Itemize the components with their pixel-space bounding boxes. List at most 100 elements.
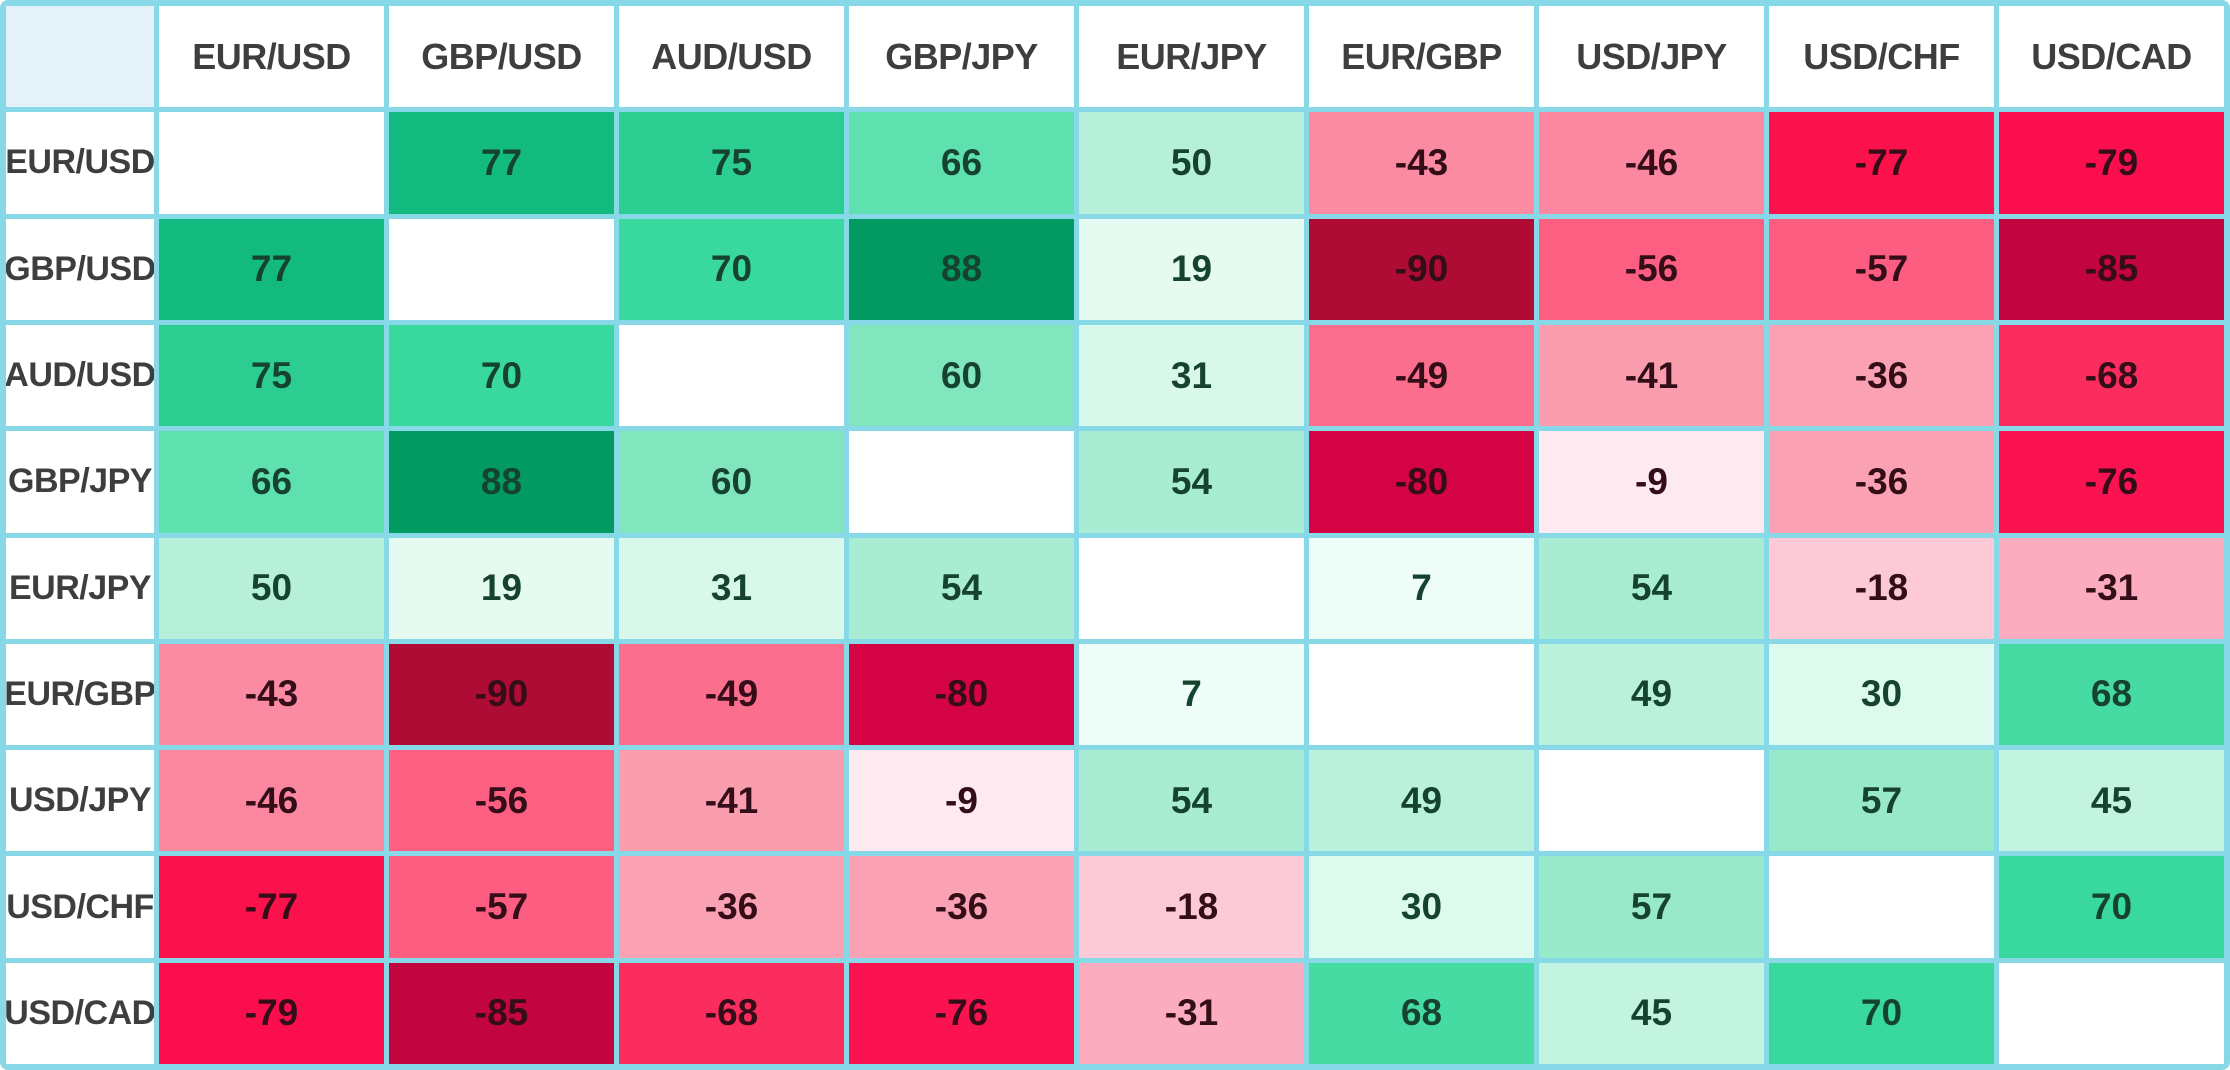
heatmap-cell: 7 [1079,643,1304,746]
row-header-usd-chf: USD/CHF [6,856,154,958]
heatmap-cell: 49 [1539,643,1764,746]
heatmap-cell: 77 [159,218,384,320]
heatmap-cell-diagonal [619,324,844,427]
heatmap-cell: -41 [1539,324,1764,427]
heatmap-cell: 68 [1999,643,2224,746]
heatmap-cell: -57 [1769,218,1994,320]
heatmap-cell: 45 [1539,962,1764,1064]
heatmap-cell: -49 [1309,324,1534,427]
heatmap-cell: -68 [1999,324,2224,427]
heatmap-cell-diagonal [1539,750,1764,852]
heatmap-cell: 57 [1539,856,1764,958]
heatmap-cell: -31 [1999,537,2224,639]
heatmap-cell: 70 [619,218,844,320]
heatmap-cell: -46 [159,750,384,852]
heatmap-cell: -56 [1539,218,1764,320]
heatmap-cell-diagonal [1999,962,2224,1064]
row-header-usd-jpy: USD/JPY [6,750,154,852]
heatmap-cell: 75 [159,324,384,427]
heatmap-cell: 30 [1769,643,1994,746]
heatmap-cell: -68 [619,962,844,1064]
heatmap-cell: -9 [849,750,1074,852]
heatmap-cell: -80 [1309,431,1534,533]
heatmap-cell-diagonal [1079,537,1304,639]
heatmap-cell-diagonal [849,431,1074,533]
corner-cell [6,6,154,108]
heatmap-cell: -57 [389,856,614,958]
heatmap-cell: 88 [849,218,1074,320]
heatmap-cell: 45 [1999,750,2224,852]
heatmap-cell-diagonal [1769,856,1994,958]
row-header-eur-usd: EUR/USD [6,112,154,214]
heatmap-cell: -36 [1769,324,1994,427]
heatmap-cell: 70 [1999,856,2224,958]
column-header-usd-chf: USD/CHF [1769,6,1994,108]
column-header-aud-usd: AUD/USD [619,6,844,108]
heatmap-cell: 77 [389,112,614,214]
heatmap-cell: 66 [849,112,1074,214]
heatmap-cell: -80 [849,643,1074,746]
row-header-eur-jpy: EUR/JPY [6,537,154,639]
heatmap-cell: 50 [1079,112,1304,214]
heatmap-cell: 57 [1769,750,1994,852]
heatmap-cell: 31 [619,537,844,639]
column-header-gbp-jpy: GBP/JPY [849,6,1074,108]
column-header-eur-gbp: EUR/GBP [1309,6,1534,108]
heatmap-cell: -46 [1539,112,1764,214]
heatmap-cell: -18 [1769,537,1994,639]
heatmap-cell: -49 [619,643,844,746]
heatmap-cell: -31 [1079,962,1304,1064]
heatmap-cell: -90 [1309,218,1534,320]
heatmap-cell: -41 [619,750,844,852]
heatmap-cell: 70 [1769,962,1994,1064]
heatmap-cell: 54 [1079,431,1304,533]
heatmap-cell: 19 [1079,218,1304,320]
heatmap-cell: 54 [1079,750,1304,852]
heatmap-cell-diagonal [389,218,614,320]
row-header-gbp-usd: GBP/USD [6,218,154,320]
heatmap-cell: -79 [1999,112,2224,214]
heatmap-cell: 66 [159,431,384,533]
heatmap-cell: -36 [849,856,1074,958]
heatmap-cell: 49 [1309,750,1534,852]
heatmap-cell: -9 [1539,431,1764,533]
row-header-aud-usd: AUD/USD [6,324,154,427]
heatmap-cell: -85 [1999,218,2224,320]
heatmap-cell: 54 [1539,537,1764,639]
heatmap-cell: 50 [159,537,384,639]
heatmap-cell-diagonal [159,112,384,214]
heatmap-cell: -36 [619,856,844,958]
heatmap-cell: -43 [159,643,384,746]
row-header-eur-gbp: EUR/GBP [6,643,154,746]
heatmap-cell: -79 [159,962,384,1064]
heatmap-cell: -76 [1999,431,2224,533]
heatmap-cell: -18 [1079,856,1304,958]
heatmap-cell: -43 [1309,112,1534,214]
heatmap-cell: 7 [1309,537,1534,639]
heatmap-cell: -77 [159,856,384,958]
heatmap-cell: 30 [1309,856,1534,958]
heatmap-cell: 75 [619,112,844,214]
heatmap-cell: -77 [1769,112,1994,214]
heatmap-cell: -85 [389,962,614,1064]
heatmap-cell: 68 [1309,962,1534,1064]
row-header-gbp-jpy: GBP/JPY [6,431,154,533]
column-header-usd-cad: USD/CAD [1999,6,2224,108]
heatmap-cell: 19 [389,537,614,639]
heatmap-cell: 88 [389,431,614,533]
heatmap-cell: 60 [849,324,1074,427]
column-header-usd-jpy: USD/JPY [1539,6,1764,108]
row-header-usd-cad: USD/CAD [6,962,154,1064]
heatmap-cell: -56 [389,750,614,852]
heatmap-cell: -90 [389,643,614,746]
heatmap-cell: 60 [619,431,844,533]
heatmap-cell-diagonal [1309,643,1534,746]
column-header-gbp-usd: GBP/USD [389,6,614,108]
heatmap-cell: 70 [389,324,614,427]
heatmap-cell: -36 [1769,431,1994,533]
column-header-eur-usd: EUR/USD [159,6,384,108]
heatmap-cell: 31 [1079,324,1304,427]
heatmap-cell: -76 [849,962,1074,1064]
heatmap-cell: 54 [849,537,1074,639]
